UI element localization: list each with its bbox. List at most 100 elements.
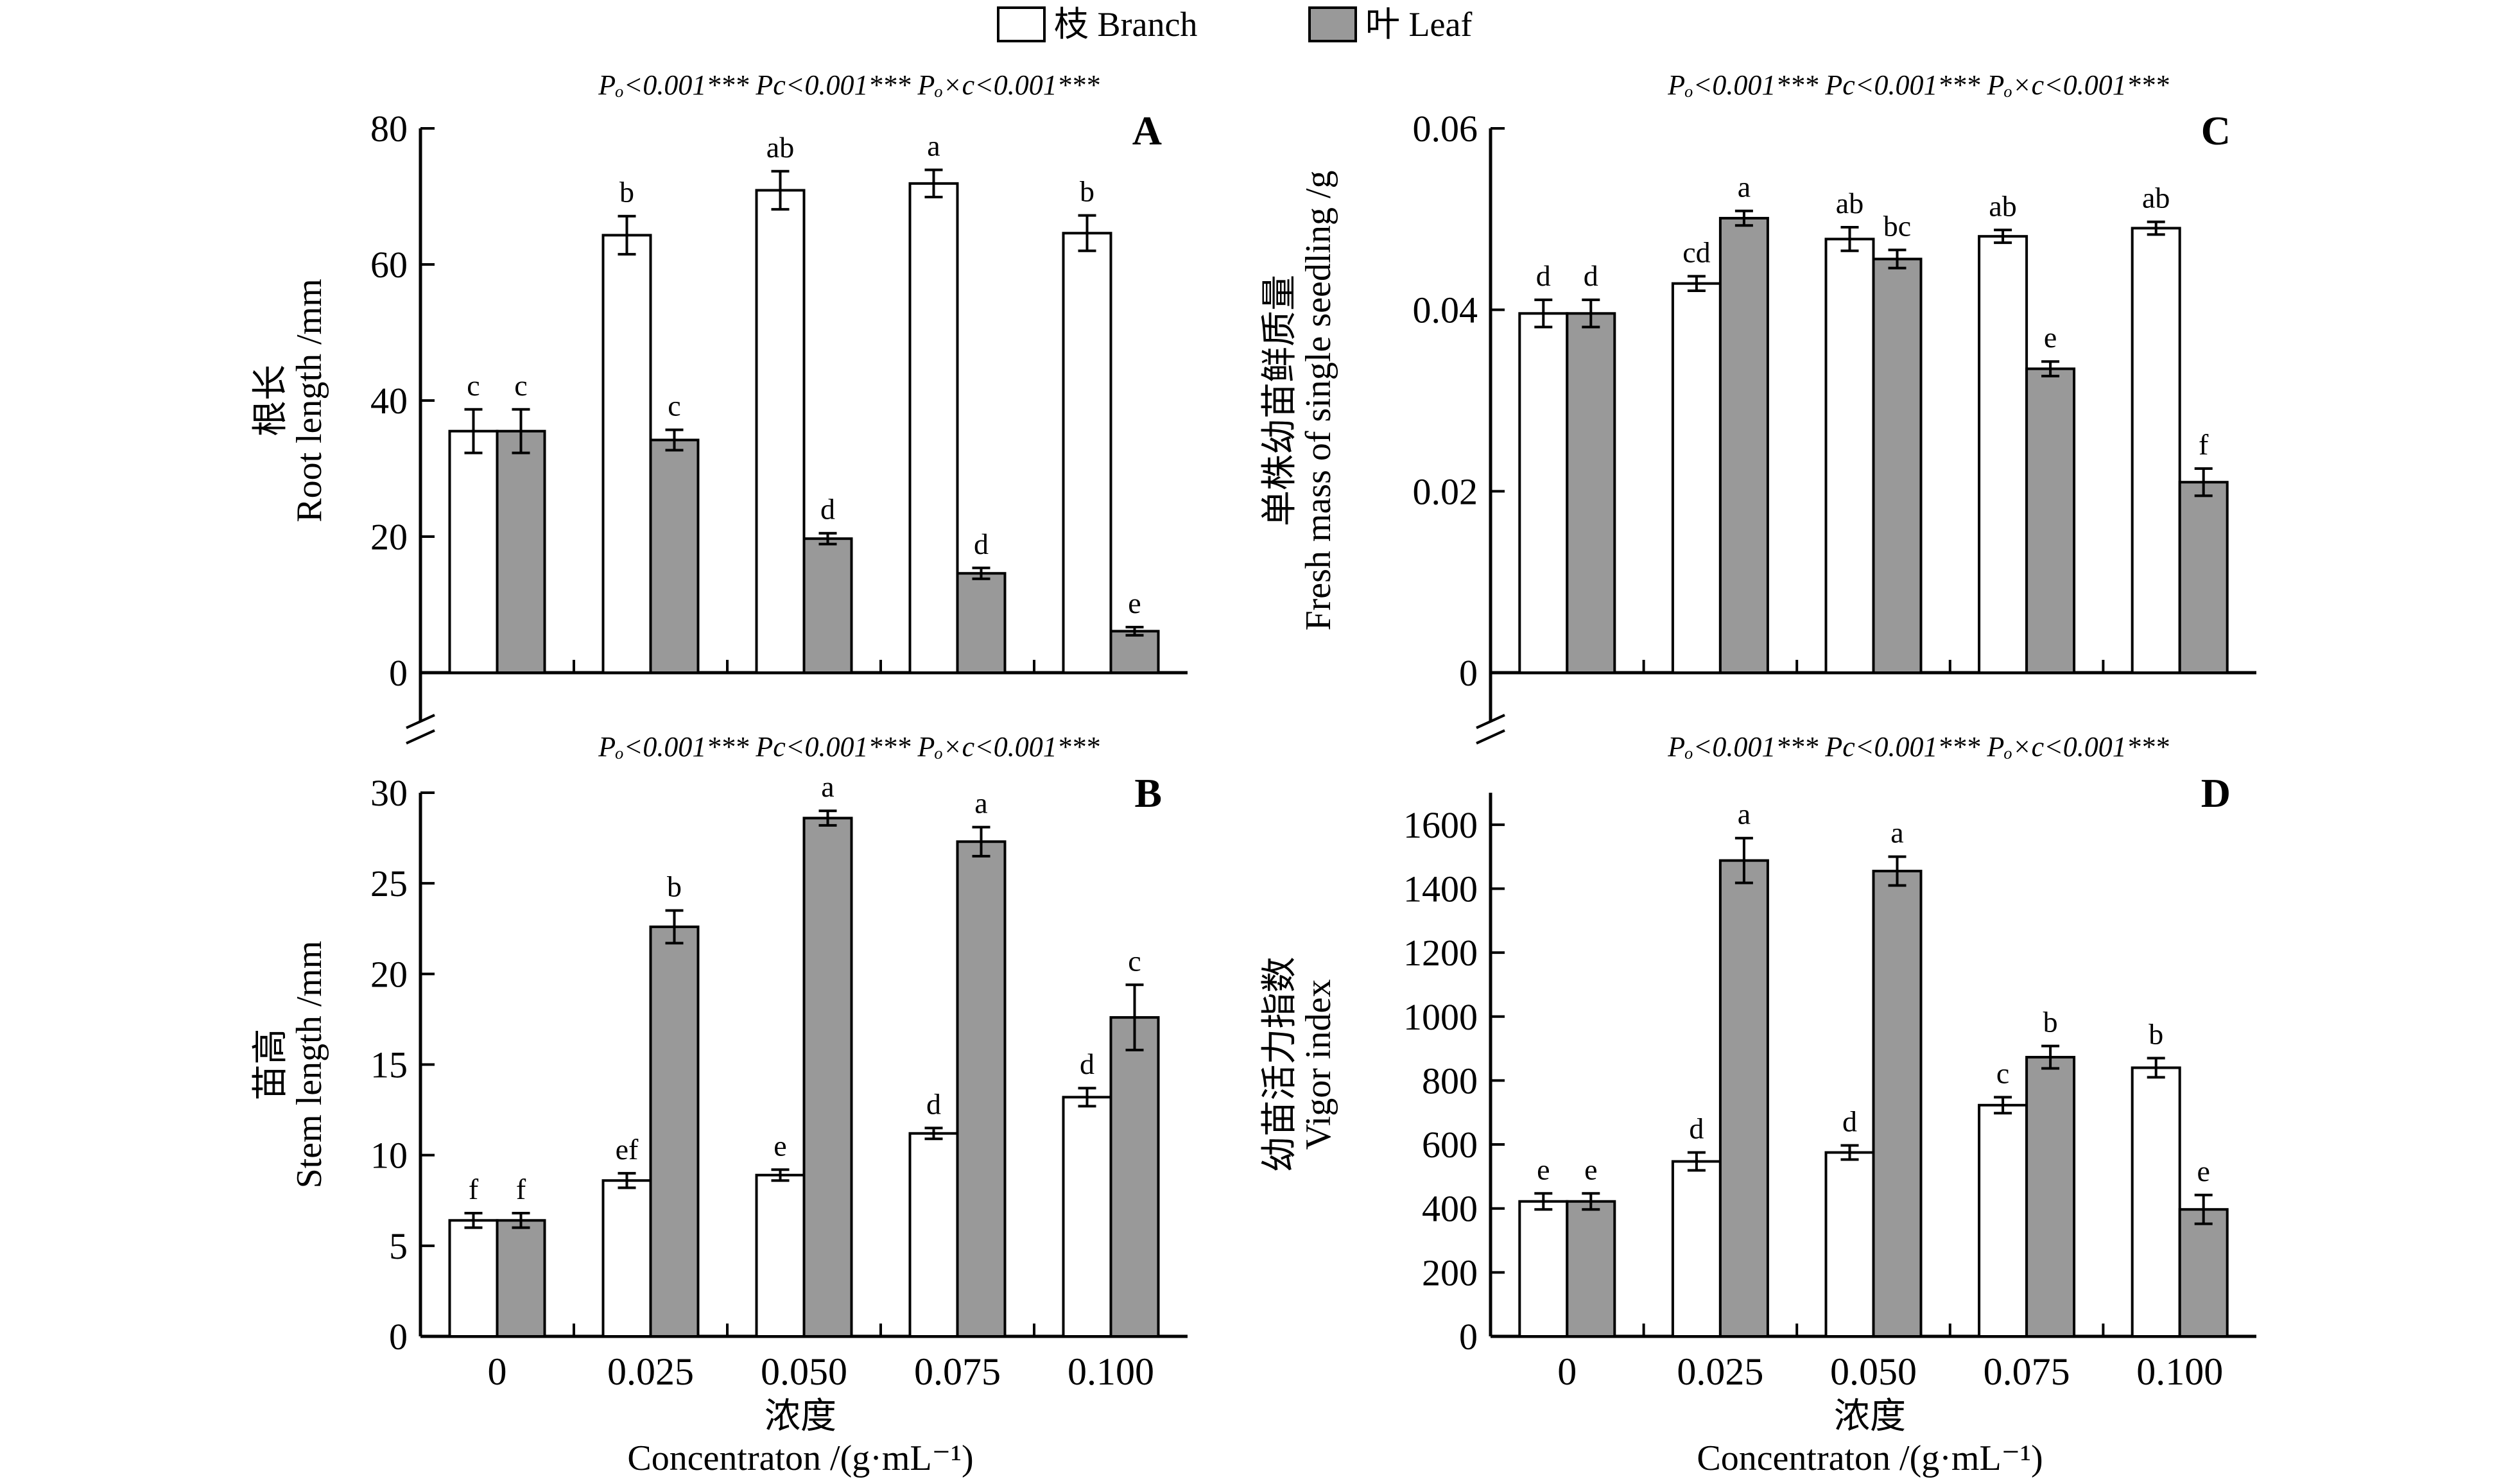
- y-tick-label: 0.04: [1413, 289, 1478, 331]
- significance-letter: a: [821, 770, 834, 803]
- y-tick-label: 0.06: [1413, 108, 1478, 150]
- y-tick-label: 1200: [1403, 932, 1478, 974]
- significance-letter: d: [1842, 1105, 1857, 1138]
- bar-leaf-1: [649, 925, 700, 1338]
- bar-branch-3: [1978, 1103, 2028, 1338]
- y-tick-label: 0.02: [1413, 470, 1478, 512]
- bar-branch-0: [1518, 1200, 1569, 1338]
- y-tick-label: 1600: [1403, 804, 1478, 846]
- bar-leaf-4: [1109, 630, 1160, 675]
- bar-branch-0: [1518, 312, 1569, 674]
- panel-b: 0 5 10 15 20 25 30 0 0.025 0.050 0.075 0.100 f ef e d d f…: [251, 731, 1188, 1393]
- x-tick-label: 0.050: [1830, 1350, 1917, 1393]
- significance-letter: f: [2199, 428, 2209, 461]
- bar-branch-0: [448, 1219, 499, 1338]
- y-tick-label: 40: [370, 380, 408, 422]
- bar-leaf-2: [1872, 257, 1923, 674]
- bar-branch-1: [601, 234, 652, 675]
- y-tick-label: 600: [1422, 1124, 1478, 1166]
- y-tick-label: 200: [1422, 1252, 1478, 1293]
- x-tick-label: 0: [488, 1350, 507, 1393]
- bar-leaf-0: [496, 429, 546, 674]
- significance-letter: ab: [1989, 189, 2016, 222]
- y-axis-label-cn: 苗高: [251, 1029, 291, 1101]
- significance-letter: cd: [1682, 236, 1710, 268]
- bar-branch-2: [1824, 1151, 1875, 1338]
- significance-letter: b: [2149, 1018, 2163, 1051]
- y-tick-label: 0: [1459, 652, 1478, 694]
- significance-letter: bc: [1883, 209, 1911, 242]
- y-tick-label: 0: [1459, 1316, 1478, 1358]
- significance-letter: d: [1584, 259, 1598, 292]
- x-tick-label: 0.075: [1984, 1350, 2070, 1393]
- panel-label: B: [1134, 770, 1162, 816]
- y-tick-label: 800: [1422, 1060, 1478, 1101]
- bar-leaf-2: [802, 816, 853, 1338]
- x-tick-label: 0.050: [761, 1350, 847, 1393]
- y-tick-label: 400: [1422, 1188, 1478, 1230]
- significance-letter: c: [1996, 1057, 2009, 1089]
- y-tick-label: 1000: [1403, 996, 1478, 1038]
- legend: 枝 Branch 叶 Leaf: [997, 5, 1472, 44]
- y-tick-label: 80: [370, 108, 408, 150]
- y-axis-label-en: Fresh mass of single seedling /g: [1299, 170, 1338, 630]
- legend-swatch-leaf: [1308, 6, 1357, 42]
- bar-leaf-4: [2178, 481, 2229, 674]
- significance-letter: c: [467, 369, 480, 402]
- bar-branch-1: [1671, 282, 1722, 674]
- x-axis-label-en-right: Concentraton /(g·mL⁻¹): [1697, 1438, 2043, 1478]
- bar-branch-2: [755, 1173, 806, 1338]
- y-axis-label-en: Root length /mm: [290, 279, 329, 522]
- bar-branch-1: [1671, 1160, 1722, 1338]
- bar-leaf-4: [2178, 1208, 2229, 1338]
- x-axis-label-cn-left: 浓度: [765, 1397, 836, 1437]
- bar-leaf-2: [1872, 870, 1923, 1338]
- significance-letter: f: [516, 1173, 526, 1205]
- bar-leaf-0: [1566, 1200, 1616, 1338]
- significance-letter: b: [2043, 1006, 2058, 1039]
- bar-leaf-1: [1718, 859, 1769, 1338]
- axis-break-mark: [406, 729, 435, 745]
- legend-label-branch: 枝 Branch: [1054, 5, 1197, 44]
- significance-letter: c: [1128, 944, 1141, 977]
- significance-letter: a: [974, 787, 987, 820]
- y-axis-label-cn: 单株幼苗鲜质量: [1260, 275, 1300, 526]
- y-axis-label-en: Vigor index: [1299, 979, 1338, 1150]
- significance-letter: a: [1738, 171, 1751, 203]
- significance-letter: c: [514, 369, 527, 402]
- significance-letter: d: [1689, 1112, 1704, 1145]
- y-tick-label: 25: [370, 863, 408, 904]
- significance-letter: a: [1738, 798, 1751, 831]
- bar-leaf-3: [956, 840, 1007, 1338]
- bar-leaf-0: [496, 1219, 546, 1338]
- stats-line: Pₒ<0.001*** Pc<0.001*** Pₒ×c<0.001***: [1667, 69, 2169, 101]
- x-tick-label: 0.025: [1677, 1350, 1763, 1393]
- x-tick-label: 0: [1557, 1350, 1577, 1393]
- significance-letter: e: [1128, 587, 1141, 619]
- y-axis-label-cn: 幼苗活力指数: [1260, 957, 1300, 1173]
- y-tick-label: 20: [370, 953, 408, 995]
- significance-letter: b: [1080, 175, 1094, 208]
- bar-branch-4: [2131, 1066, 2181, 1338]
- bar-branch-4: [2131, 227, 2181, 674]
- bar-leaf-1: [1718, 216, 1769, 675]
- significance-letter: ef: [616, 1133, 639, 1166]
- y-tick-label: 0: [389, 652, 408, 694]
- panel-c: 0 0.02 0.04 0.06 d cd ab ab ab d a bc e f C Pₒ<0.001***…: [1260, 69, 2256, 745]
- y-tick-label: 15: [370, 1044, 408, 1086]
- significance-letter: d: [820, 493, 835, 526]
- y-tick-label: 10: [370, 1135, 408, 1177]
- significance-letter: c: [668, 390, 680, 422]
- panel-d: 0 200 400 600 800 1000 1200 1400 1600 0 0.025 0.050…: [1260, 731, 2256, 1393]
- y-axis-label-cn: 根长: [251, 365, 291, 436]
- significance-letter: f: [469, 1173, 479, 1205]
- significance-letter: e: [774, 1129, 786, 1162]
- stats-line: Pₒ<0.001*** Pc<0.001*** Pₒ×c<0.001***: [598, 731, 1100, 763]
- x-tick-label: 0.100: [2136, 1350, 2223, 1393]
- bar-leaf-3: [2025, 1056, 2076, 1338]
- significance-letter: e: [1537, 1153, 1550, 1186]
- significance-letter: b: [619, 176, 634, 209]
- bar-branch-2: [755, 189, 806, 674]
